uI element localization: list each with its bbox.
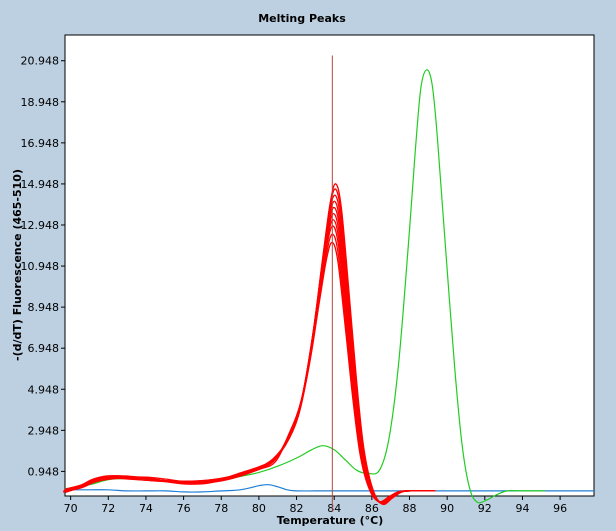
x-tick-label: 84 [327,502,341,515]
x-tick-label: 96 [553,502,567,515]
y-tick-label: 6.948 [28,342,60,355]
y-tick-label: 14.948 [21,178,60,191]
x-tick-label: 82 [290,502,304,515]
y-tick-label: 10.948 [21,260,60,273]
x-tick-label: 80 [252,502,266,515]
plot-area [64,34,595,497]
curves-group [62,69,594,506]
x-tick-label: 94 [515,502,529,515]
y-tick-label: 18.948 [21,96,60,109]
x-tick-label: 70 [64,502,78,515]
x-tick-label: 78 [214,502,228,515]
x-tick-label: 88 [403,502,417,515]
x-tick-label: 86 [365,502,379,515]
x-tick-label: 74 [139,502,153,515]
y-tick-label: 12.948 [21,219,60,232]
baseline-curve [65,484,594,493]
x-tick-label: 72 [101,502,115,515]
x-tick-label: 76 [177,502,191,515]
x-tick-label: 92 [478,502,492,515]
x-axis: 70 72 74 76 78 80 82 84 86 88 90 92 94 96 [64,496,567,515]
chart-title: Melting Peaks [258,12,346,25]
y-tick-label: 16.948 [21,137,60,150]
x-tick-label: 90 [440,502,454,515]
y-tick-label: 8.948 [28,301,60,314]
y-tick-label: 4.948 [28,383,60,396]
x-axis-title: Temperature (°C) [277,514,384,527]
y-tick-label: 0.948 [28,465,60,478]
y-axis: 0.948 2.948 4.948 6.948 8.948 10.948 12.948 14.… [21,55,65,478]
y-tick-label: 20.948 [21,55,60,68]
y-axis-title: -(d/dT) Fluorescence (465-510) [11,169,24,361]
red-curve [66,183,436,506]
y-tick-label: 2.948 [28,424,60,437]
